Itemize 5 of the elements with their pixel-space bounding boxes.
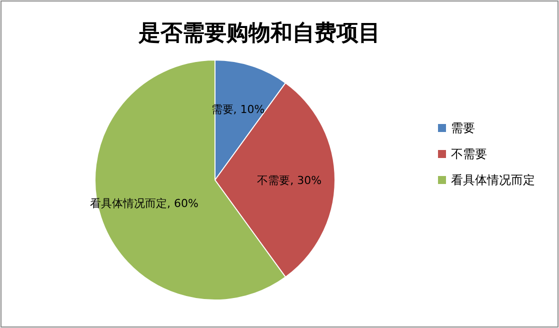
data-label: 不需要, 30% bbox=[257, 174, 322, 187]
legend-label: 不需要 bbox=[451, 147, 487, 161]
legend-label: 看具体情况而定 bbox=[451, 173, 535, 187]
chart-title: 是否需要购物和自费项目 bbox=[138, 21, 380, 46]
legend-label: 需要 bbox=[451, 121, 475, 135]
